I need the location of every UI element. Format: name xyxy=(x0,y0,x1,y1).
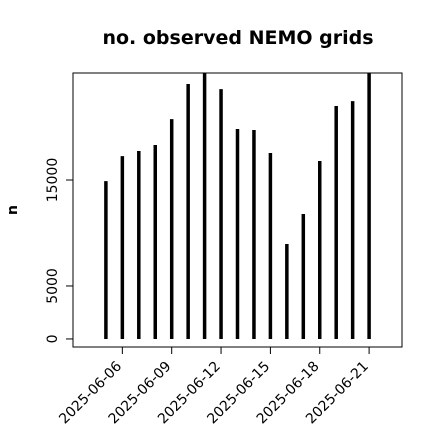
y-tick-label: 0 xyxy=(45,334,61,343)
y-axis-label: n xyxy=(5,205,21,215)
chart-title: no. observed NEMO grids xyxy=(102,27,373,49)
y-tick-label: 15000 xyxy=(45,158,61,203)
y-tick-label: 5000 xyxy=(45,268,61,304)
